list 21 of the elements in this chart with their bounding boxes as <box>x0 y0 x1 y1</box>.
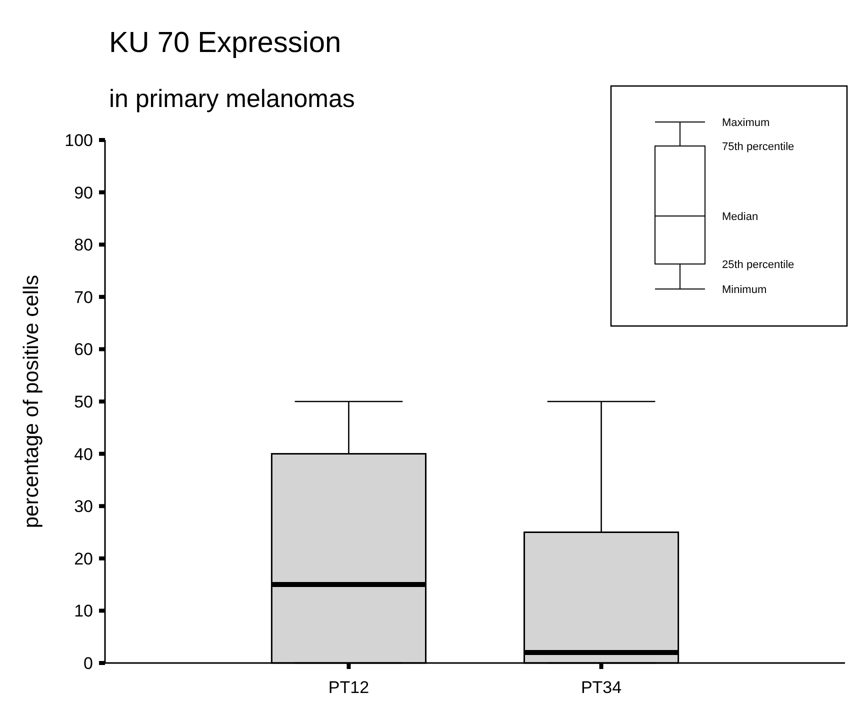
y-tick-label: 70 <box>74 288 93 307</box>
y-tick-label: 30 <box>74 497 93 516</box>
y-tick-label: 20 <box>74 549 93 568</box>
y-tick-label: 50 <box>74 392 93 412</box>
chart-title: KU 70 Expression <box>109 27 342 59</box>
y-tick-label: 80 <box>74 236 93 255</box>
annotation: 25th percentile <box>722 258 794 271</box>
y-tick-label: 90 <box>74 183 93 202</box>
x-tick-label: PT34 <box>580 678 622 697</box>
y-tick-label: 40 <box>74 444 93 464</box>
annotation: Minimum <box>722 284 767 296</box>
y-tick-label: 60 <box>74 340 93 360</box>
y-tick-label: 0 <box>84 654 93 673</box>
text: Maximum <box>722 116 770 129</box>
annotation: 75th percentile <box>722 140 794 153</box>
annotation: Median <box>722 210 758 223</box>
chart-subtitle: in primary melanomas <box>109 85 355 113</box>
x-tick-label: PT12 <box>328 678 370 697</box>
y-axis-title: percentage of positive cells <box>20 274 43 528</box>
y-tick-label: 10 <box>74 602 93 621</box>
y-tick-label: 100 <box>64 130 93 150</box>
